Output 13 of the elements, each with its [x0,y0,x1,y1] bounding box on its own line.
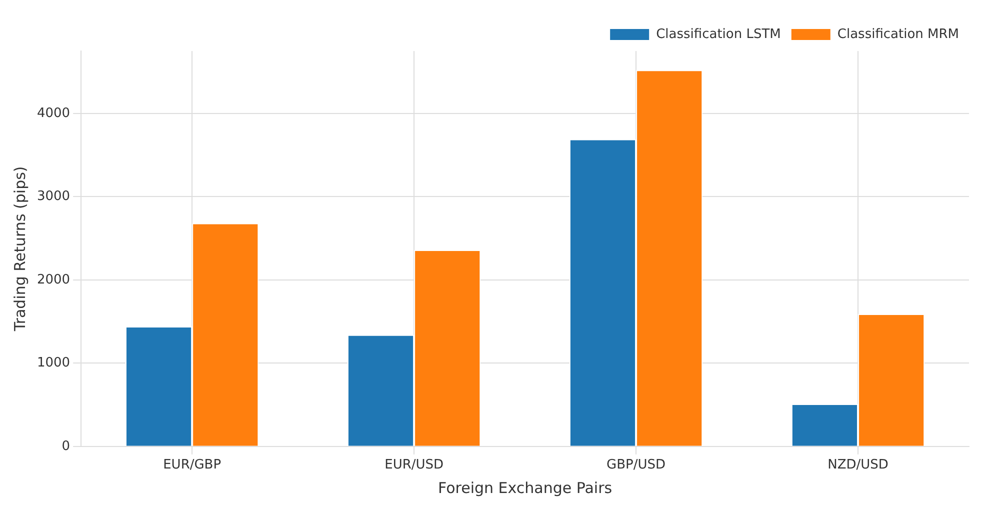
x-tick-label: EUR/USD [384,458,444,473]
x-tick-label: GBP/USD [606,458,666,473]
y-tick-label: 3000 [36,189,70,204]
x-axis-title: Foreign Exchange Pairs [438,478,612,497]
legend-label: Classification MRM [837,26,960,42]
x-tick-label: NZD/USD [828,458,888,473]
y-tick-label: 4000 [36,106,70,121]
y-tick-label: 1000 [36,356,70,371]
x-tick-label: EUR/GBP [163,458,222,473]
y-tick-label: 0 [62,438,70,454]
y-axis-title: Trading Returns (pips) [10,166,29,332]
legend-label: Classification LSTM [656,26,781,42]
y-tick-label: 2000 [36,272,70,288]
